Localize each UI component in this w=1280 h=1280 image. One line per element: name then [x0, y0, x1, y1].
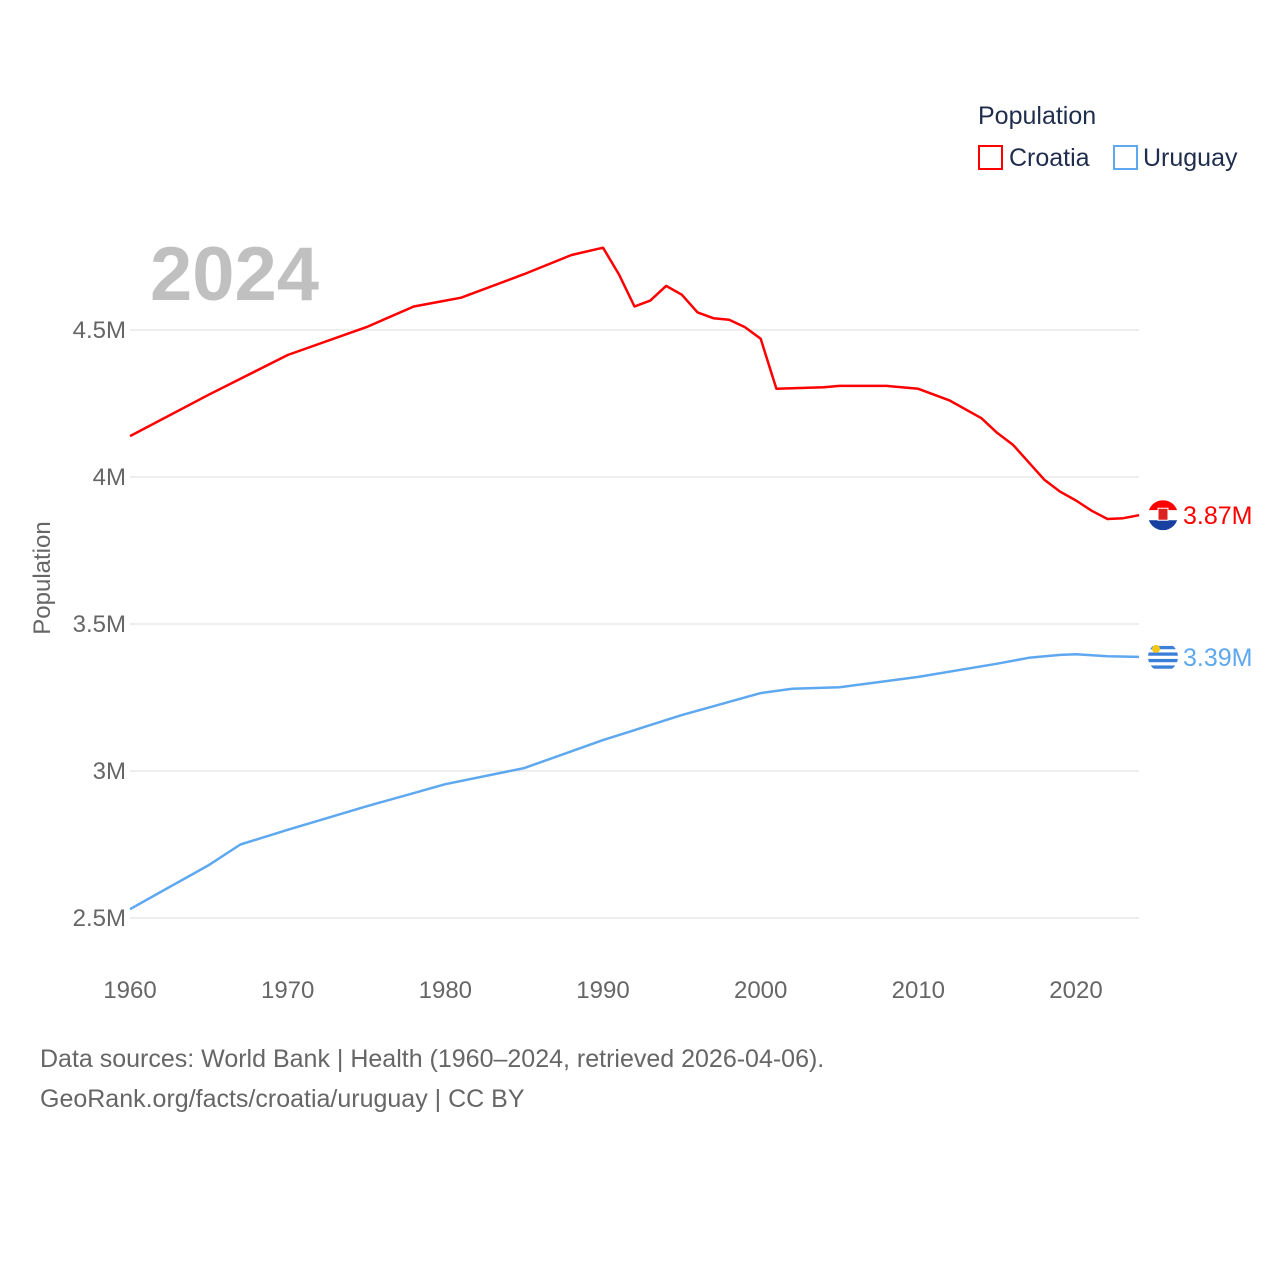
footer-link[interactable]: GeoRank.org/facts/croatia/uruguay | CC B… [40, 1085, 525, 1113]
y-axis-label: Population [29, 521, 56, 634]
series-line-croatia[interactable] [129, 246, 1140, 521]
legend-swatch-uruguay[interactable] [1113, 145, 1138, 170]
y-tick-label: 4M [93, 464, 126, 491]
x-tick-label: 2020 [1049, 977, 1102, 1004]
end-label-croatia: 3.87M [1183, 502, 1252, 530]
legend-swatch-croatia[interactable] [978, 145, 1003, 170]
end-label-uruguay: 3.39M [1183, 644, 1252, 672]
y-tick-label: 4.5M [73, 317, 126, 344]
y-tick-label: 2.5M [73, 905, 126, 932]
legend-label-croatia[interactable]: Croatia [1009, 144, 1090, 172]
legend-title: Population [978, 102, 1096, 130]
x-tick-label: 1990 [576, 977, 629, 1004]
footer-sources: Data sources: World Bank | Health (1960–… [40, 1045, 825, 1073]
legend-label-uruguay[interactable]: Uruguay [1143, 144, 1238, 172]
flag-icon-croatia [1148, 500, 1178, 531]
series-line-uruguay[interactable] [129, 653, 1140, 911]
flag-icon-uruguay [1148, 641, 1178, 672]
x-tick-label: 2010 [892, 977, 945, 1004]
y-tick-label: 3.5M [73, 611, 126, 638]
legend: Population Croatia Uruguay [978, 102, 1238, 172]
year-watermark: 2024 [150, 232, 319, 317]
x-tick-label: 2000 [734, 977, 787, 1004]
y-tick-label: 3M [93, 758, 126, 785]
x-tick-label: 1960 [103, 977, 156, 1004]
x-tick-label: 1980 [419, 977, 472, 1004]
x-tick-label: 1970 [261, 977, 314, 1004]
